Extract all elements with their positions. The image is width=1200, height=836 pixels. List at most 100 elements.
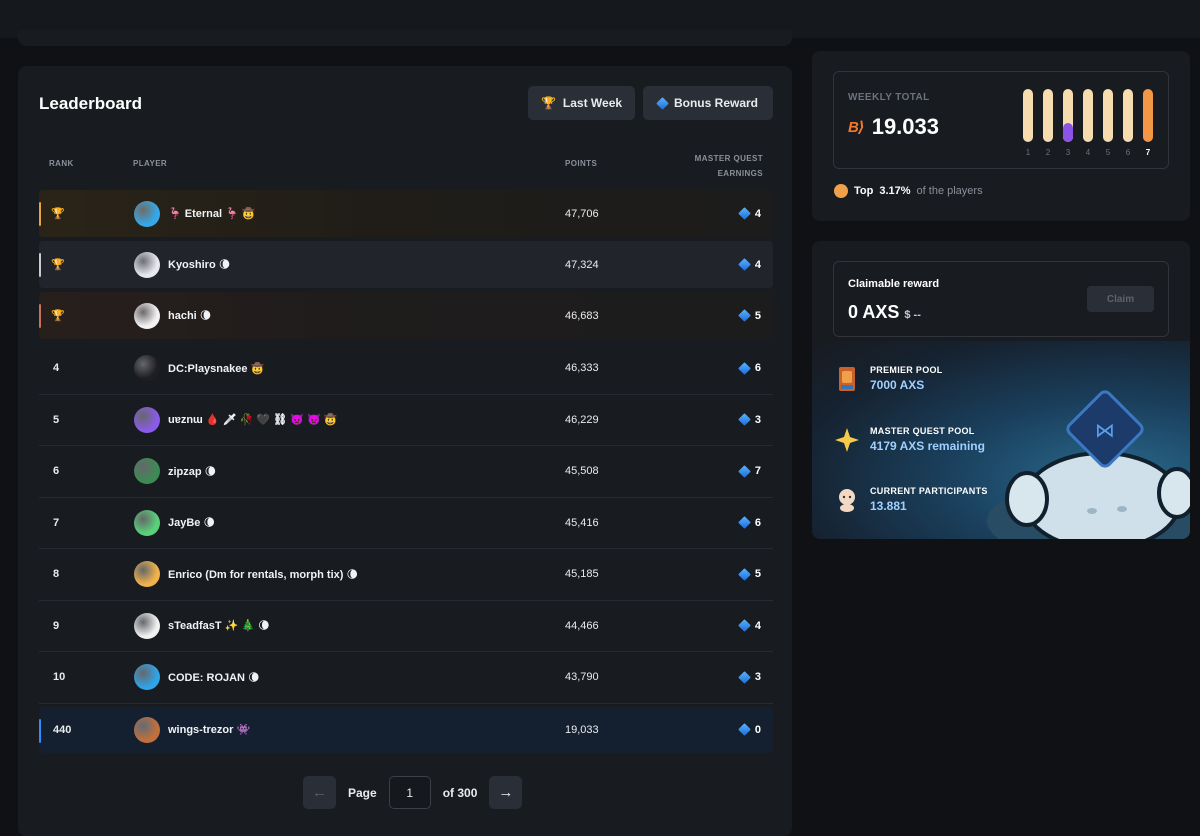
player-name[interactable]: zipzap 🌘 <box>168 465 217 478</box>
day-bar-column: 1 <box>1023 89 1033 157</box>
top-prefix: Top <box>854 185 874 197</box>
points-value: 46,333 <box>565 362 599 375</box>
diamond-icon <box>738 258 751 271</box>
player-name[interactable]: CODE: ROJAN 🌘 <box>168 671 260 684</box>
top-percent-value: 3.17% <box>879 185 911 197</box>
player-cell: CODE: ROJAN 🌘 <box>134 664 260 691</box>
day-bar <box>1123 89 1133 142</box>
player-cell: 🦩 Eternal 🦩 🤠 <box>134 200 256 227</box>
earnings-cell: 5 <box>738 567 761 581</box>
player-cell: sTeadfasT ✨ 🎄 🌘 <box>134 612 270 639</box>
day-bar-label: 6 <box>1125 148 1131 157</box>
day-bar <box>1103 89 1113 142</box>
points-value: 45,185 <box>565 568 599 581</box>
player-name[interactable]: sTeadfasT ✨ 🎄 🌘 <box>168 620 270 633</box>
bronze-accent <box>39 304 41 328</box>
weekly-total-label: WEEKLY TOTAL <box>848 92 930 103</box>
avatar[interactable] <box>134 355 160 382</box>
prev-page-button[interactable]: ← <box>303 776 336 809</box>
current-user-accent <box>39 718 41 743</box>
arrow-right-icon: → <box>498 784 514 801</box>
premier-pool-label: PREMIER POOL <box>870 365 943 375</box>
claimable-amount: 0 AXS <box>848 302 900 322</box>
table-row[interactable]: 7 JayBe 🌘 45,416 6 <box>39 498 773 549</box>
last-week-button[interactable]: 🏆 Last Week <box>528 86 635 120</box>
avatar[interactable] <box>134 612 160 639</box>
player-cell: Kyoshiro 🌘 <box>134 251 231 278</box>
earnings-value: 0 <box>754 723 761 736</box>
player-cell: zipzap 🌘 <box>134 458 217 485</box>
table-row[interactable]: 🏆 hachi 🌘 46,683 5 <box>39 292 773 339</box>
player-name[interactable]: Enrico (Dm for rentals, morph tix) 🌘 <box>168 568 358 581</box>
player-name[interactable]: JayBe 🌘 <box>168 517 215 530</box>
weekly-total-box: WEEKLY TOTAL B⟩ 19.033 1 2 3 4 5 6 7 <box>833 71 1169 169</box>
gold-trophy-icon: 🏆 <box>51 208 65 220</box>
next-page-button[interactable]: → <box>489 776 523 809</box>
table-row[interactable]: 9 sTeadfasT ✨ 🎄 🌘 44,466 4 <box>39 601 773 652</box>
points-value: 46,683 <box>565 309 599 322</box>
player-name[interactable]: 🦩 Eternal 🦩 🤠 <box>168 208 256 220</box>
earnings-value: 3 <box>754 413 761 426</box>
rank-value: 7 <box>53 516 60 529</box>
last-week-label: Last Week <box>562 96 623 110</box>
page-number-input[interactable] <box>388 776 431 809</box>
player-name[interactable]: hachi 🌘 <box>168 310 212 322</box>
gold-accent <box>39 202 41 226</box>
table-row[interactable]: 10 CODE: ROJAN 🌘 43,790 3 <box>39 652 773 704</box>
table-row[interactable]: 8 Enrico (Dm for rentals, morph tix) 🌘 4… <box>39 549 773 601</box>
master-quest-pool-value: 4179 AXS remaining <box>870 439 985 453</box>
table-row[interactable]: 🏆 🦩 Eternal 🦩 🤠 47,706 4 <box>39 190 773 237</box>
avatar[interactable] <box>134 251 160 278</box>
participants-text: CURRENT PARTICIPANTS 13.881 <box>870 486 988 513</box>
earnings-value: 4 <box>754 207 761 220</box>
player-cell: wings-trezor 👾 <box>134 716 251 743</box>
avatar[interactable] <box>134 664 160 691</box>
avatar[interactable] <box>134 200 160 227</box>
sparkle-icon <box>834 427 860 453</box>
points-value: 19,033 <box>565 723 599 736</box>
claim-button[interactable]: Claim <box>1087 286 1154 312</box>
diamond-icon <box>738 413 751 427</box>
weekly-total-value-group: B⟩ 19.033 <box>848 114 939 140</box>
earnings-cell: 7 <box>738 464 761 478</box>
bonus-reward-label: Bonus Reward <box>673 96 758 110</box>
avatar[interactable] <box>134 561 160 588</box>
table-row[interactable]: 6 zipzap 🌘 45,508 7 <box>39 446 773 498</box>
pagination: ← Page of 300 → <box>303 776 523 809</box>
avatar[interactable] <box>134 458 160 485</box>
earnings-value: 4 <box>754 619 761 632</box>
diamond-icon <box>738 361 751 375</box>
diamond-icon <box>738 619 751 633</box>
table-row[interactable]: 5 uɐznɯ 🩸 🗡 🥀 🖤 ⛓ 👿 👿 🤠 46,229 3 <box>39 395 773 446</box>
master-quest-pool: MASTER QUEST POOL 4179 AXS remaining <box>834 426 985 453</box>
previous-panel-edge <box>18 30 792 46</box>
player-name[interactable]: Kyoshiro 🌘 <box>168 259 231 271</box>
day-bar-column: 4 <box>1083 89 1093 157</box>
earnings-value: 5 <box>754 568 761 581</box>
rank-value: 5 <box>53 413 60 426</box>
master-quest-pool-text: MASTER QUEST POOL 4179 AXS remaining <box>870 426 985 453</box>
player-cell: JayBe 🌘 <box>134 509 215 536</box>
day-bar-label: 7 <box>1145 148 1151 157</box>
page-total-label: of 300 <box>442 785 478 800</box>
table-row[interactable]: 🏆 Kyoshiro 🌘 47,324 4 <box>39 241 773 288</box>
diamond-icon <box>738 207 751 220</box>
avatar[interactable] <box>134 406 160 433</box>
avatar[interactable] <box>134 716 160 743</box>
avatar[interactable] <box>134 302 160 329</box>
diamond-icon <box>656 96 669 110</box>
earnings-value: 6 <box>754 516 761 529</box>
player-name[interactable]: wings-trezor 👾 <box>168 724 251 736</box>
player-name[interactable]: DC:Playsnakee 🤠 <box>168 362 265 375</box>
rank-value: 9 <box>53 619 60 632</box>
earnings-value: 7 <box>754 465 761 478</box>
avatar[interactable] <box>134 509 160 536</box>
current-user-row[interactable]: 440 wings-trezor 👾 19,033 0 <box>39 706 773 753</box>
player-name[interactable]: uɐznɯ 🩸 🗡 🥀 🖤 ⛓ 👿 👿 🤠 <box>168 414 338 427</box>
bonus-reward-button[interactable]: Bonus Reward <box>643 86 773 120</box>
table-row[interactable]: 4 DC:Playsnakee 🤠 46,333 6 <box>39 343 773 395</box>
day-bar-column: 3 <box>1063 89 1073 157</box>
earnings-cell: 6 <box>738 361 761 375</box>
svg-text:⋈: ⋈ <box>1095 418 1115 442</box>
rank-value: 10 <box>53 671 66 684</box>
